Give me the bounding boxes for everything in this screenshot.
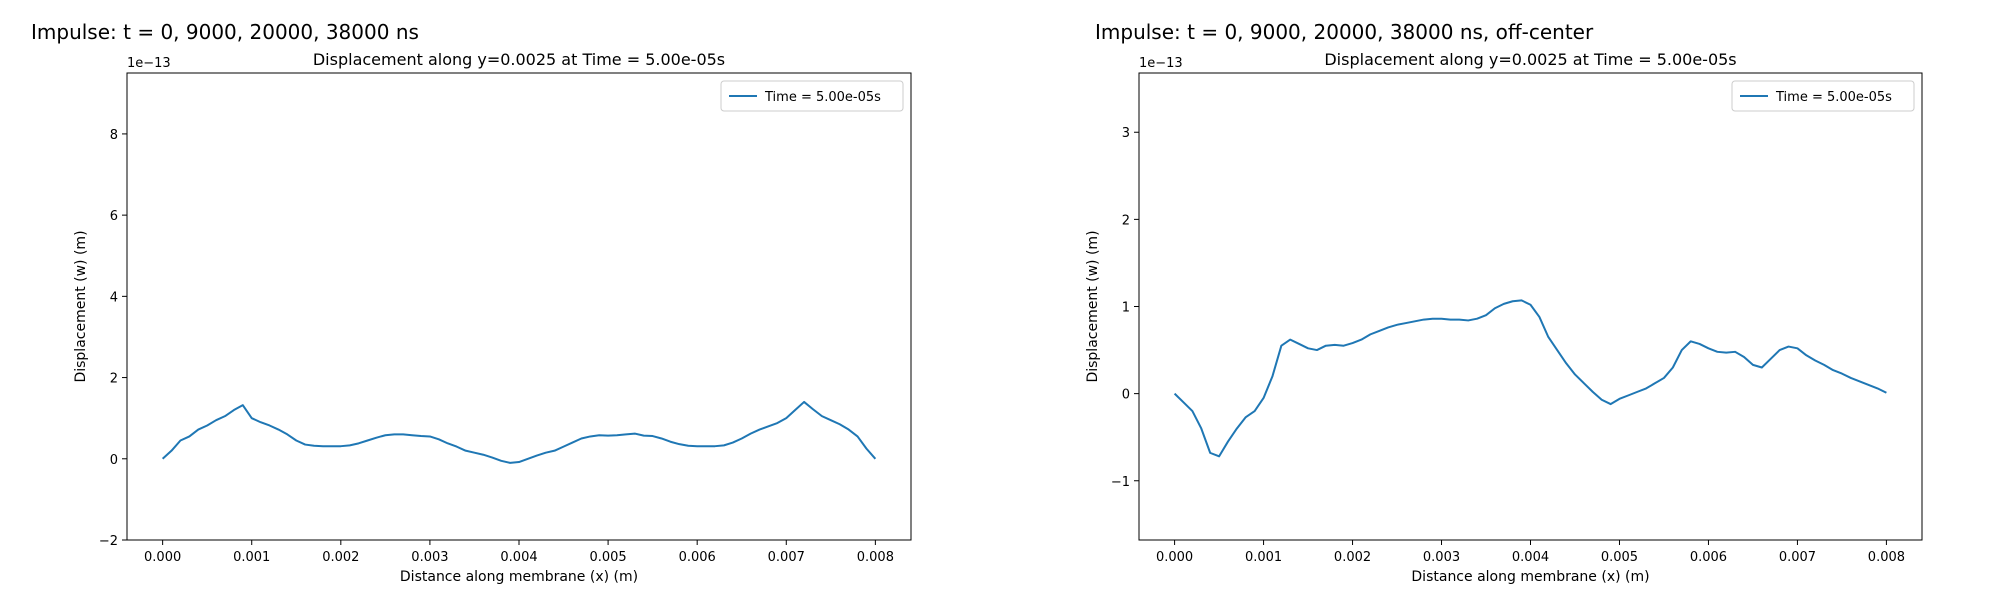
x-tick-label: 0.006 xyxy=(1690,550,1727,565)
chart-title: Displacement along y=0.0025 at Time = 5.… xyxy=(313,50,725,69)
chart-title: Displacement along y=0.0025 at Time = 5.… xyxy=(1324,50,1736,69)
chart-1: Displacement along y=0.0025 at Time = 5.… xyxy=(73,50,912,585)
x-tick-label: 0.000 xyxy=(1156,550,1193,565)
series-line xyxy=(161,400,877,464)
x-tick-label: 0.008 xyxy=(857,550,894,565)
x-axis-label: Distance along membrane (x) (m) xyxy=(1411,569,1649,585)
y-tick-label: −1 xyxy=(1111,475,1130,490)
x-axis-label: Distance along membrane (x) (m) xyxy=(400,569,638,585)
x-tick-label: 0.006 xyxy=(679,550,716,565)
y-axis-label: Displacement (w) (m) xyxy=(1085,230,1101,382)
x-tick-label: 0.001 xyxy=(233,550,270,565)
x-tick-label: 0.004 xyxy=(1512,550,1549,565)
x-tick-label: 0.005 xyxy=(1601,550,1638,565)
x-tick-label: 0.003 xyxy=(1423,550,1460,565)
y-tick-label: 3 xyxy=(1122,126,1130,141)
chart-2: Displacement along y=0.0025 at Time = 5.… xyxy=(1085,50,1923,585)
panel-heading-2: Impulse: t = 0, 9000, 20000, 38000 ns, o… xyxy=(1095,20,1594,44)
axis-offset-label: 1e−13 xyxy=(1139,56,1183,71)
y-tick-label: 2 xyxy=(1122,213,1130,228)
y-tick-label: 2 xyxy=(110,372,118,387)
legend-box xyxy=(1731,80,1915,112)
axis-offset-label: 1e−13 xyxy=(127,56,171,71)
y-tick-label: −2 xyxy=(99,534,118,549)
x-tick-label: 0.007 xyxy=(768,550,805,565)
x-tick-label: 0.003 xyxy=(411,550,448,565)
panel-heading-1: Impulse: t = 0, 9000, 20000, 38000 ns xyxy=(31,20,419,44)
y-tick-label: 4 xyxy=(110,290,118,305)
y-tick-label: 6 xyxy=(110,209,118,224)
x-tick-label: 0.004 xyxy=(500,550,537,565)
x-tick-label: 0.000 xyxy=(144,550,181,565)
x-tick-label: 0.002 xyxy=(322,550,359,565)
y-axis-label: Displacement (w) (m) xyxy=(73,230,89,382)
series-line xyxy=(1173,299,1887,458)
x-tick-label: 0.002 xyxy=(1334,550,1371,565)
plot-frame xyxy=(1138,72,1923,541)
x-tick-label: 0.005 xyxy=(589,550,626,565)
plot-frame xyxy=(126,72,912,541)
x-tick-label: 0.008 xyxy=(1868,550,1905,565)
legend-label: Time = 5.00e-05s xyxy=(1775,90,1892,105)
legend-box xyxy=(720,80,904,112)
y-tick-label: 0 xyxy=(1122,388,1130,403)
y-tick-label: 0 xyxy=(110,453,118,468)
y-tick-label: 8 xyxy=(110,128,118,143)
x-tick-label: 0.007 xyxy=(1779,550,1816,565)
x-tick-label: 0.001 xyxy=(1245,550,1282,565)
y-tick-label: 1 xyxy=(1122,301,1130,316)
legend-label: Time = 5.00e-05s xyxy=(764,90,881,105)
